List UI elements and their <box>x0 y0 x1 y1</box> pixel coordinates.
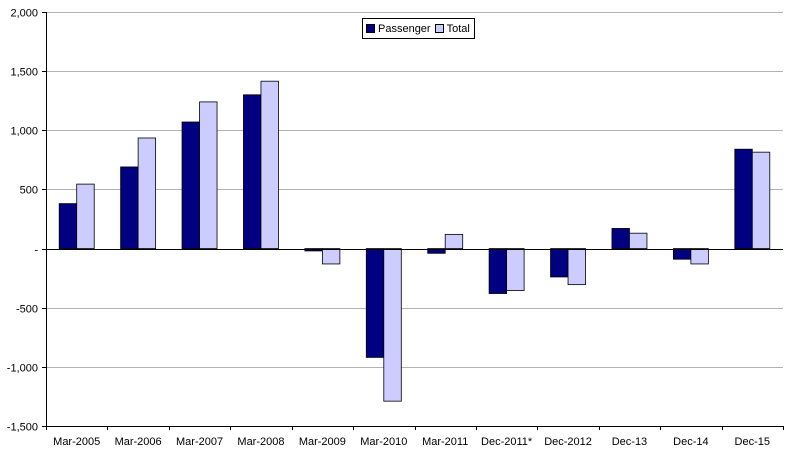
bar-passenger-1 <box>120 166 139 249</box>
x-tick-label: Dec-2012 <box>544 436 592 448</box>
x-tick-label: Mar-2011 <box>422 436 468 448</box>
legend-swatch-passenger <box>366 24 375 33</box>
legend-item-total: Total <box>434 22 470 35</box>
bar-total-11 <box>751 151 771 249</box>
x-tick-label: Dec-13 <box>612 436 647 448</box>
x-tick-label: Mar-2007 <box>176 436 223 448</box>
bars <box>58 80 771 402</box>
bar-passenger-2 <box>181 121 200 249</box>
x-tick-label: Dec-15 <box>735 436 770 448</box>
legend-item-passenger: Passenger <box>366 23 431 35</box>
y-tick-label: -500 <box>16 304 38 316</box>
legend: Passenger Total <box>362 18 475 39</box>
legend-label-passenger: Passenger <box>378 22 431 35</box>
bar-total-7 <box>506 248 525 291</box>
bar-passenger-0 <box>58 203 78 249</box>
x-tick-label: Mar-2010 <box>360 436 407 448</box>
y-tick-label: -1,000 <box>7 363 38 375</box>
bar-total-5 <box>383 248 402 402</box>
y-tick-label: 1,000 <box>10 126 38 138</box>
x-tick-label: Mar-2006 <box>115 436 162 448</box>
bar-passenger-11 <box>734 148 753 249</box>
bar-total-1 <box>137 137 157 249</box>
legend-label-total: Total <box>446 22 470 35</box>
x-tick-label: Dec-14 <box>673 436 708 448</box>
bar-total-10 <box>690 248 709 265</box>
y-tick-label: - <box>34 245 38 257</box>
x-tick-label: Mar-2005 <box>53 436 100 448</box>
x-tick-label: Mar-2008 <box>237 436 284 448</box>
axes <box>42 12 784 430</box>
bar-total-3 <box>260 80 279 249</box>
bar-total-8 <box>567 248 586 286</box>
y-tick-label: 2,000 <box>10 8 38 20</box>
bar-total-2 <box>199 101 218 249</box>
bar-passenger-3 <box>243 94 262 249</box>
bar-passenger-10 <box>672 248 692 260</box>
bar-total-4 <box>321 248 341 265</box>
bar-total-6 <box>444 233 464 249</box>
x-tick-label: Mar-2009 <box>299 436 346 448</box>
y-tick-label: -1,500 <box>7 422 38 434</box>
bar-total-9 <box>629 232 648 249</box>
legend-swatch-total <box>434 24 444 33</box>
x-tick-labels: Mar-2005 Mar-2006 Mar-2007 Mar-2008 Mar-2009… <box>53 436 770 448</box>
bar-passenger-7 <box>488 248 508 294</box>
y-tick-label: 1,500 <box>10 67 38 79</box>
y-tick-label: 500 <box>20 185 38 197</box>
bar-passenger-9 <box>611 228 630 249</box>
bar-passenger-6 <box>427 248 446 254</box>
bar-passenger-8 <box>550 248 569 278</box>
x-tick-label: Dec-2011* <box>481 436 533 448</box>
bar-total-0 <box>76 183 95 249</box>
y-tick-labels: 2,000 1,500 1,000 500 - -500 -1,000 -1,500 <box>7 8 39 434</box>
bar-passenger-5 <box>365 248 385 358</box>
grid-lines <box>46 12 783 427</box>
